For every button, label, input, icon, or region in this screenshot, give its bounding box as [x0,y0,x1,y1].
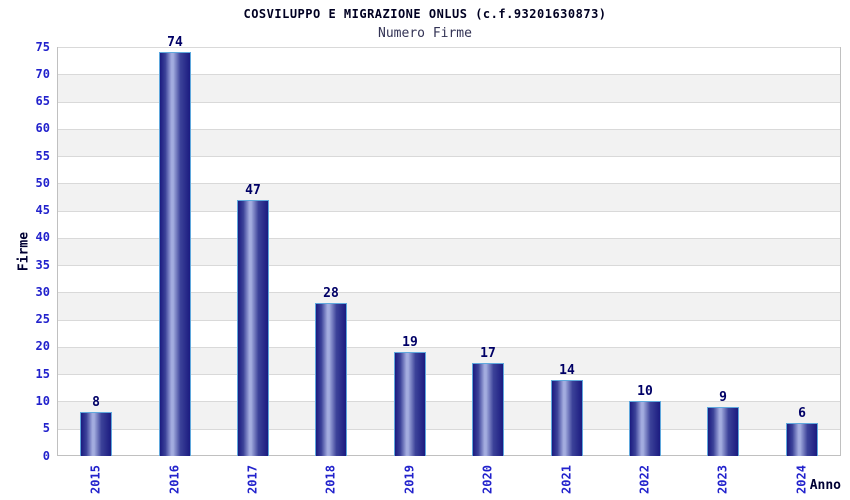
gridline [58,401,840,403]
y-tick-label: 10 [35,393,50,408]
bar-2017 [237,200,269,456]
y-tick-label: 60 [35,121,50,136]
gridline [58,156,840,158]
x-tick-label: 2017 [245,465,260,494]
bar-2022 [629,401,661,456]
gridline [58,128,840,130]
x-tick-label: 2024 [794,465,809,494]
bar-2020 [472,363,504,456]
bar-value-label: 74 [167,35,183,50]
x-tick-label: 2023 [715,465,730,494]
gridline [58,183,840,185]
y-tick-label: 20 [35,339,50,354]
gridline [58,237,840,239]
x-axis-title: Anno [809,478,841,493]
y-tick-label: 40 [35,230,50,245]
bar-2023 [707,407,739,456]
bar-2016 [159,52,191,456]
x-tick-label: 2019 [402,465,417,494]
x-tick-label: 2018 [323,465,338,494]
bar-2019 [394,352,426,456]
x-tick-label: 2020 [480,465,495,494]
x-tick-label: 2016 [167,465,182,494]
y-tick-label: 15 [35,366,50,381]
bar-2024 [786,423,818,456]
gridline [58,292,840,294]
gridline [58,210,840,212]
chart-title: COSVILUPPO E MIGRAZIONE ONLUS (c.f.93201… [243,7,607,21]
y-tick-label: 55 [35,148,50,163]
y-tick-label: 65 [35,94,50,109]
x-tick-label: 2022 [637,465,652,494]
chart-subtitle: Numero Firme [378,26,472,41]
bar-value-label: 14 [559,363,575,378]
gridline [58,346,840,348]
bar-value-label: 6 [798,406,806,421]
gridline [58,428,840,430]
y-tick-label: 70 [35,66,50,81]
gridline [58,265,840,267]
bar-value-label: 8 [92,395,100,410]
gridline [58,374,840,376]
y-tick-label: 0 [42,448,50,463]
bar-2018 [315,303,347,456]
x-tick-label: 2021 [559,465,574,494]
bar-value-label: 28 [323,286,339,301]
bar-2015 [80,412,112,456]
bar-value-label: 19 [402,335,418,350]
gridline [58,74,840,76]
bar-value-label: 10 [637,384,653,399]
y-tick-label: 50 [35,175,50,190]
y-tick-label: 25 [35,312,50,327]
bar-2021 [551,380,583,456]
bar-value-label: 17 [480,346,496,361]
gridline [58,319,840,321]
y-tick-label: 30 [35,284,50,299]
y-tick-label: 35 [35,257,50,272]
gridline [58,101,840,103]
y-tick-label: 75 [35,39,50,54]
y-tick-label: 5 [42,421,50,436]
x-tick-label: 2015 [88,465,103,494]
bar-value-label: 47 [245,183,261,198]
bar-value-label: 9 [719,390,727,405]
y-tick-label: 45 [35,203,50,218]
gridline [58,47,840,48]
